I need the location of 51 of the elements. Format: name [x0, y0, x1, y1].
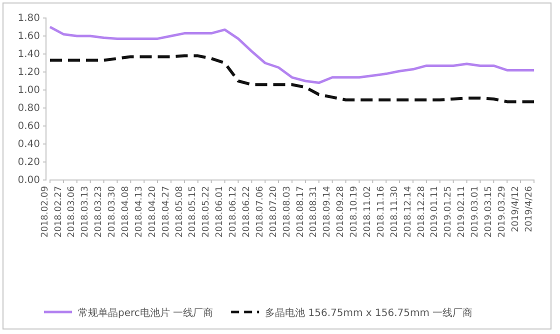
- x-tick-label: 2018.08.17: [296, 186, 306, 238]
- x-tick-label: 2018.11.30: [390, 186, 400, 238]
- y-tick-label: 0.40: [18, 139, 40, 150]
- y-tick-label: 1.20: [18, 67, 40, 78]
- y-tick-label: 1.60: [18, 31, 40, 42]
- y-tick-label: 0.60: [18, 121, 40, 132]
- legend-label: 常规单晶perc电池片 一线厂商: [78, 307, 214, 319]
- x-tick-label: 2019.03.15: [484, 186, 494, 238]
- x-tick-label: 2019.01.25: [444, 186, 454, 238]
- x-tick-label: 2018.03.23: [94, 186, 104, 238]
- x-tick-label: 2019.01.11: [430, 186, 440, 238]
- y-tick-label: 1.40: [18, 49, 40, 60]
- y-tick-label: 1.00: [18, 85, 40, 96]
- x-tick-label: 2018.06.12: [228, 186, 239, 238]
- line-series: [48, 54, 536, 104]
- x-tick-label: 2018.10.19: [350, 186, 360, 238]
- x-tick-label: 2019.03.01: [470, 186, 481, 238]
- x-tick-label: 2019.03.29: [497, 186, 508, 238]
- legend-label: 多晶电池 156.75mm x 156.75mm 一线厂商: [265, 307, 473, 319]
- x-tick-label: 2018.04.13: [134, 186, 144, 238]
- x-tick-label: 2018.05.22: [202, 186, 212, 238]
- x-tick-label: 2018.03.13: [80, 186, 91, 238]
- x-tick-label: 2018.08.03: [282, 186, 292, 238]
- x-tick-label: 2018.09.28: [336, 186, 346, 238]
- x-tick-label: 2018.06.01: [215, 186, 226, 238]
- x-tick-label: 2018.05.15: [188, 186, 198, 238]
- y-tick-label: 1.80: [18, 13, 40, 24]
- x-tick-label: 2018.06.22: [242, 186, 252, 238]
- x-tick-label: 2018.03.06: [67, 186, 78, 238]
- x-tick-label: 2019/4/12: [510, 186, 521, 232]
- x-tick-label: 2018.05.08: [174, 186, 185, 238]
- x-tick-label: 2018.07.06: [255, 186, 266, 238]
- x-tick-label: 2018.08.31: [309, 186, 320, 238]
- x-tick-label: 2018.02.27: [54, 186, 64, 238]
- x-tick-label: 2018.11.16: [376, 186, 386, 238]
- x-tick-label: 2018.02.09: [40, 186, 50, 238]
- x-tick-label: 2019.02.11: [457, 186, 468, 238]
- x-tick-label: 2018.04.20: [148, 186, 158, 238]
- y-tick-label: 0.80: [18, 103, 40, 114]
- y-tick-label: 0.00: [18, 175, 40, 186]
- x-tick-label: 2018.11.02: [362, 186, 373, 238]
- x-tick-label: 2018.04.08: [120, 186, 131, 238]
- x-tick-label: 2018.09.14: [322, 186, 333, 238]
- line-series: [48, 26, 536, 84]
- y-tick-label: 0.20: [18, 157, 40, 168]
- x-tick-label: 2018.12.14: [403, 186, 414, 238]
- x-tick-label: 2018.12.28: [416, 186, 427, 238]
- x-tick-label: 2019/4/26: [524, 186, 534, 232]
- x-tick-label: 2018.04.27: [161, 186, 172, 238]
- x-tick-label: 2018.07.20: [268, 186, 279, 238]
- x-tick-label: 2018.03.30: [108, 186, 118, 238]
